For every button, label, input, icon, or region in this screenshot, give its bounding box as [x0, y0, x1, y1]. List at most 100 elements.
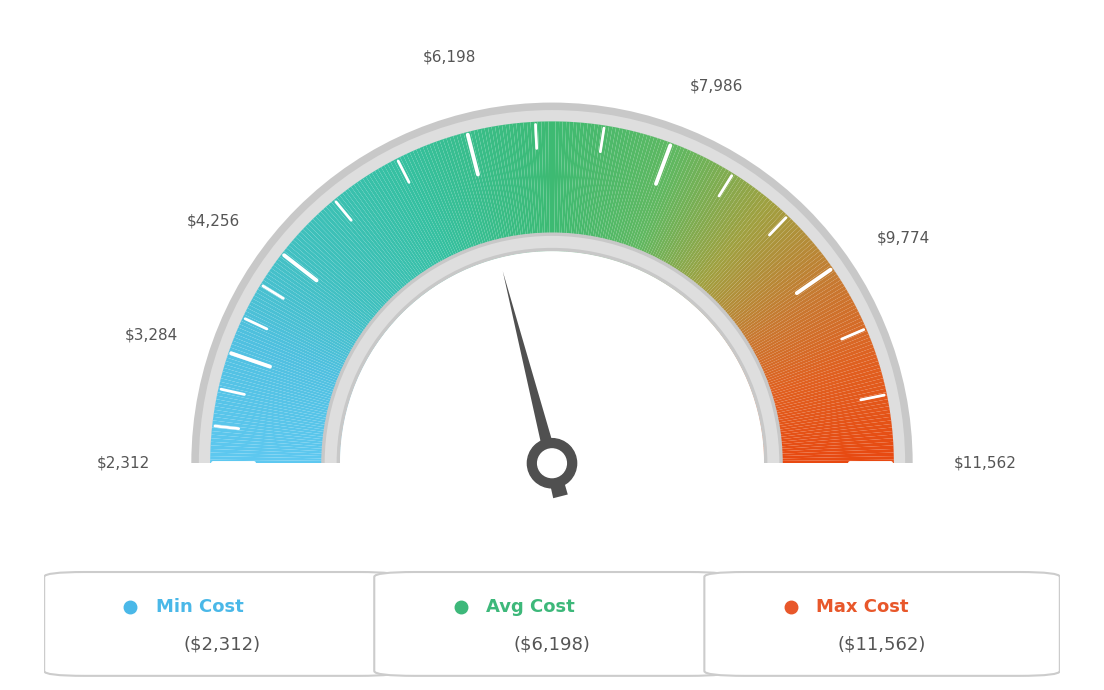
Wedge shape — [321, 233, 783, 463]
Wedge shape — [656, 166, 723, 279]
Wedge shape — [302, 226, 399, 318]
Wedge shape — [567, 122, 581, 252]
Wedge shape — [613, 136, 655, 261]
Wedge shape — [554, 121, 559, 251]
Wedge shape — [410, 151, 466, 270]
Wedge shape — [517, 123, 532, 253]
FancyBboxPatch shape — [44, 572, 400, 676]
Wedge shape — [457, 134, 495, 259]
Wedge shape — [754, 357, 878, 400]
Wedge shape — [214, 410, 342, 432]
Wedge shape — [622, 140, 668, 264]
Wedge shape — [506, 124, 526, 253]
Wedge shape — [690, 204, 778, 304]
Wedge shape — [199, 110, 905, 463]
Wedge shape — [764, 449, 894, 457]
Wedge shape — [449, 136, 491, 261]
Wedge shape — [256, 289, 370, 357]
Wedge shape — [729, 274, 839, 348]
Wedge shape — [612, 135, 651, 260]
Wedge shape — [747, 331, 869, 383]
Wedge shape — [636, 150, 691, 270]
Wedge shape — [760, 395, 888, 424]
Wedge shape — [603, 131, 637, 258]
Wedge shape — [357, 181, 433, 289]
Wedge shape — [710, 235, 808, 323]
Wedge shape — [241, 317, 360, 375]
Wedge shape — [254, 293, 369, 359]
Wedge shape — [626, 143, 675, 266]
Wedge shape — [682, 193, 764, 297]
Wedge shape — [240, 321, 359, 377]
Wedge shape — [590, 127, 616, 255]
Wedge shape — [534, 121, 543, 252]
Wedge shape — [233, 337, 354, 387]
Wedge shape — [360, 179, 435, 288]
Wedge shape — [460, 133, 497, 259]
Text: $7,986: $7,986 — [690, 78, 743, 93]
Wedge shape — [751, 344, 873, 391]
Wedge shape — [761, 403, 889, 428]
Wedge shape — [226, 357, 350, 400]
Wedge shape — [365, 175, 438, 286]
Wedge shape — [702, 221, 796, 315]
Wedge shape — [615, 137, 658, 262]
Wedge shape — [308, 221, 402, 315]
Wedge shape — [763, 428, 892, 443]
Wedge shape — [369, 172, 440, 284]
Wedge shape — [211, 435, 341, 448]
Wedge shape — [669, 179, 744, 288]
Wedge shape — [745, 324, 866, 379]
Wedge shape — [416, 148, 470, 268]
Text: ($11,562): ($11,562) — [838, 635, 926, 653]
Wedge shape — [433, 141, 480, 264]
Wedge shape — [381, 166, 448, 279]
Wedge shape — [752, 348, 874, 393]
Wedge shape — [601, 130, 634, 257]
Wedge shape — [212, 420, 342, 439]
Wedge shape — [619, 139, 665, 263]
Wedge shape — [764, 456, 894, 461]
Text: $3,284: $3,284 — [125, 328, 179, 343]
Wedge shape — [683, 195, 767, 299]
Wedge shape — [741, 308, 858, 369]
Wedge shape — [755, 364, 880, 404]
Wedge shape — [375, 169, 444, 282]
Wedge shape — [716, 248, 820, 332]
Wedge shape — [337, 195, 421, 299]
Wedge shape — [272, 265, 380, 342]
Wedge shape — [211, 445, 340, 454]
Wedge shape — [545, 121, 550, 251]
Wedge shape — [678, 189, 758, 295]
Wedge shape — [650, 160, 713, 277]
Wedge shape — [712, 240, 814, 326]
Wedge shape — [755, 368, 881, 406]
Polygon shape — [502, 271, 567, 498]
Wedge shape — [439, 139, 485, 263]
Wedge shape — [251, 299, 367, 363]
Wedge shape — [213, 413, 342, 435]
Wedge shape — [318, 212, 408, 308]
Wedge shape — [565, 122, 577, 252]
Wedge shape — [563, 122, 573, 252]
Wedge shape — [724, 265, 832, 342]
Wedge shape — [643, 154, 701, 273]
Wedge shape — [329, 202, 415, 303]
Wedge shape — [335, 197, 418, 300]
Wedge shape — [735, 293, 850, 359]
Wedge shape — [269, 268, 378, 344]
Wedge shape — [728, 271, 837, 346]
Wedge shape — [224, 364, 349, 404]
Wedge shape — [265, 274, 375, 348]
Wedge shape — [609, 134, 647, 259]
Wedge shape — [596, 129, 627, 257]
Wedge shape — [549, 121, 552, 251]
Wedge shape — [231, 344, 353, 391]
Text: $11,562: $11,562 — [954, 455, 1017, 471]
Wedge shape — [758, 385, 885, 417]
Text: ($2,312): ($2,312) — [183, 635, 261, 653]
Wedge shape — [351, 184, 429, 292]
Wedge shape — [214, 406, 343, 430]
Wedge shape — [761, 400, 889, 426]
Wedge shape — [216, 392, 344, 422]
